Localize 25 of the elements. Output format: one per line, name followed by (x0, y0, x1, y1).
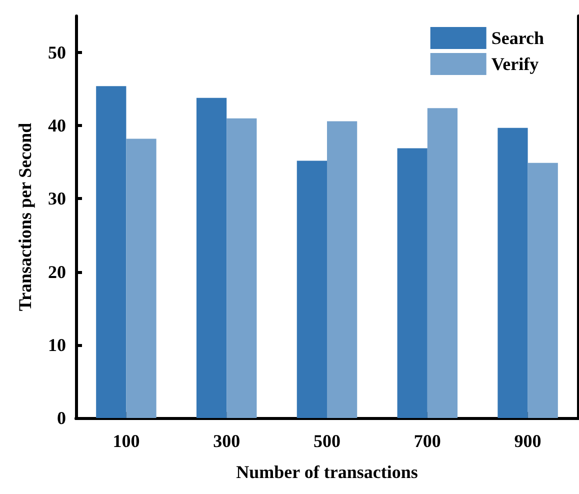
bar (96, 86, 126, 418)
y-tick-label: 0 (57, 408, 66, 428)
legend-label: Verify (491, 54, 539, 74)
y-axis-title: Transactions per Second (15, 122, 35, 312)
x-tick-label: 700 (414, 431, 441, 451)
bar (397, 148, 428, 418)
bar (126, 138, 156, 418)
bar (498, 128, 528, 418)
y-tick-label: 10 (48, 334, 66, 355)
y-tick-label: 50 (48, 42, 66, 63)
x-tick-label: 900 (514, 431, 542, 451)
y-tick-label: 30 (48, 188, 66, 209)
x-tick-label: 500 (314, 431, 340, 451)
bar (528, 162, 558, 418)
bar (427, 108, 458, 418)
y-tick-label: 40 (48, 116, 66, 136)
bar (226, 118, 257, 418)
x-tick-label: 300 (213, 431, 240, 451)
x-axis-title: Number of transactions (236, 462, 418, 482)
legend-label: Search (491, 28, 544, 48)
y-tick-label: 20 (48, 262, 66, 282)
bar (196, 98, 227, 418)
bar (327, 121, 358, 418)
bar (296, 160, 327, 418)
x-tick-label: 100 (112, 431, 140, 451)
